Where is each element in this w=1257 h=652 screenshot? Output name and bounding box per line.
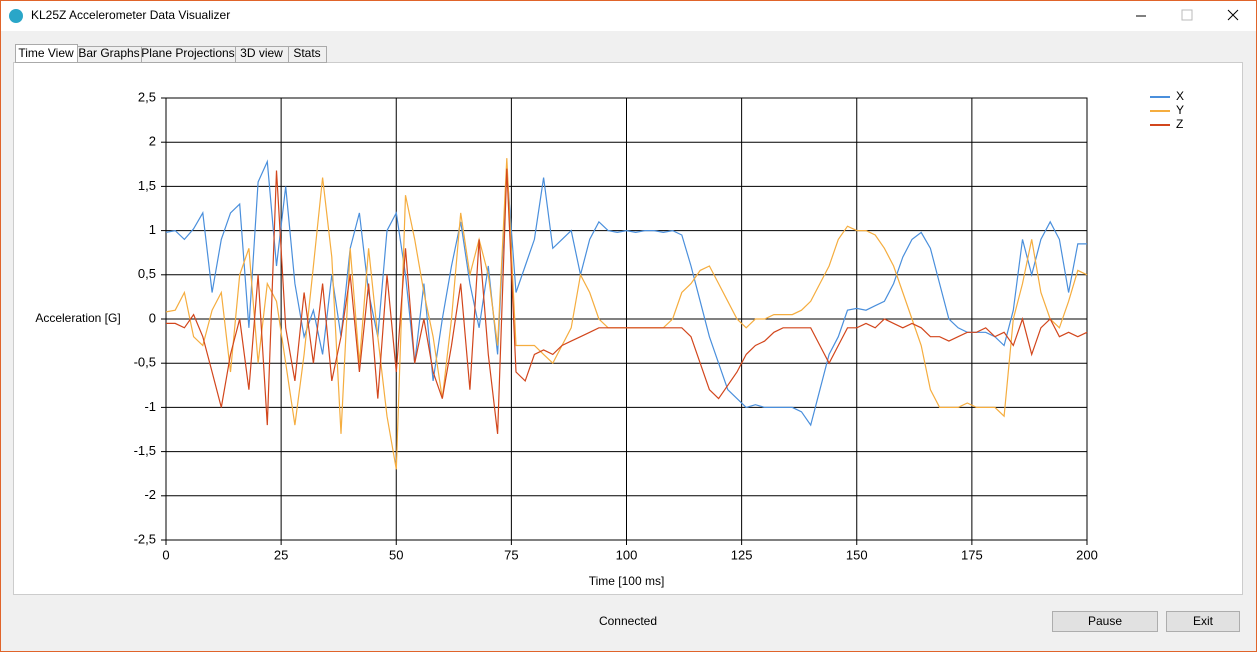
maximize-button[interactable] (1181, 9, 1193, 21)
x-tick-label: 200 (1076, 547, 1098, 562)
window-title: KL25Z Accelerometer Data Visualizer (31, 8, 230, 22)
y-tick-label: 2 (149, 134, 156, 149)
x-tick-label: 175 (961, 547, 983, 562)
tab-label[interactable]: Plane Projections (141, 46, 234, 60)
x-tick-label: 125 (731, 547, 753, 562)
tab-label[interactable]: Time View (18, 46, 74, 60)
plot-border (165, 97, 1088, 541)
y-tick-label: 0,5 (138, 266, 156, 281)
tab-panel (13, 62, 1243, 595)
x-axis-label: Time [100 ms] (589, 574, 665, 588)
x-tick-label: 0 (162, 547, 169, 562)
series-line (166, 168, 1088, 434)
y-tick-label: 0 (149, 310, 156, 325)
pause-label[interactable]: Pause (1088, 614, 1122, 628)
close-button[interactable] (1227, 9, 1239, 21)
tab-label[interactable]: Stats (293, 46, 320, 60)
x-tick-label: 50 (389, 547, 403, 562)
y-tick-label: -2,5 (134, 531, 156, 546)
y-tick-label: 1,5 (138, 178, 156, 193)
x-tick-label: 100 (616, 547, 638, 562)
app-icon (9, 9, 23, 23)
legend-label: Z (1176, 117, 1183, 131)
x-tick-label: 75 (504, 547, 518, 562)
tab-label[interactable]: 3D view (240, 46, 283, 60)
status-text: Connected (599, 614, 657, 628)
y-tick-label: -1 (144, 399, 156, 414)
y-axis-label: Acceleration [G] (35, 311, 120, 325)
title-bar (1, 1, 1256, 31)
y-tick-label: -2 (144, 487, 156, 502)
x-tick-label: 150 (846, 547, 868, 562)
y-tick-label: -0,5 (134, 355, 156, 370)
tab[interactable] (288, 46, 327, 63)
y-tick-label: -1,5 (134, 443, 156, 458)
exit-label[interactable]: Exit (1193, 614, 1214, 628)
legend-label: Y (1176, 103, 1184, 117)
x-tick-label: 25 (274, 547, 288, 562)
series-line (165, 159, 1087, 427)
pause-button[interactable] (1052, 611, 1158, 632)
y-tick-label: 2,5 (138, 89, 156, 104)
tab-label[interactable]: Bar Graphs (78, 46, 139, 60)
y-tick-label: 1 (149, 222, 156, 237)
exit-button[interactable] (1166, 611, 1240, 632)
legend-label: X (1176, 89, 1184, 103)
